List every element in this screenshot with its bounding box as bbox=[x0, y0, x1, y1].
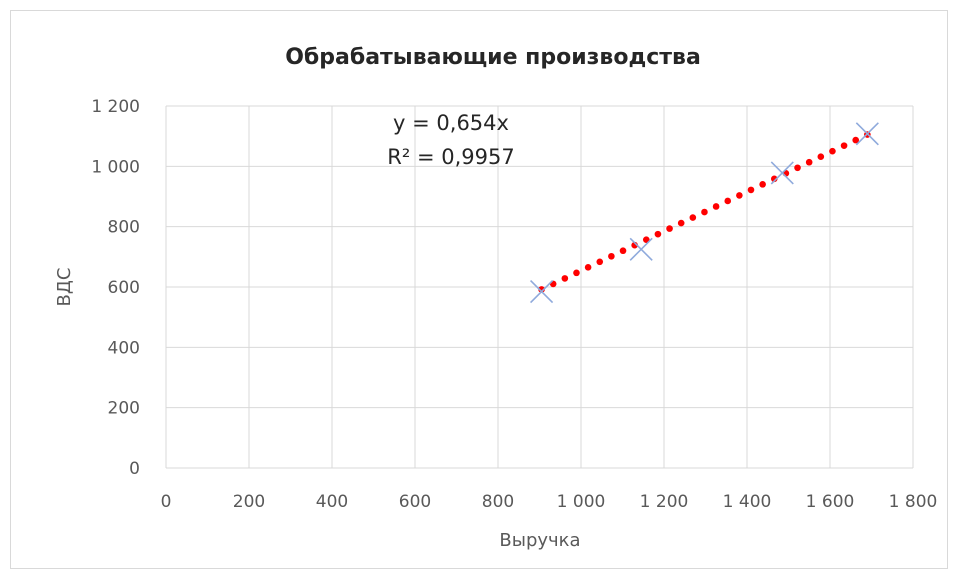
data-point-marker bbox=[770, 161, 794, 185]
trendline-dot bbox=[724, 197, 732, 205]
x-tick-label: 1 800 bbox=[889, 492, 938, 512]
trendline-dot bbox=[829, 147, 836, 155]
y-tick-label: 800 bbox=[108, 218, 140, 238]
trendline-dot bbox=[770, 175, 778, 183]
trendline-dot bbox=[852, 136, 860, 144]
data-points bbox=[530, 122, 879, 304]
trendline-dot bbox=[794, 164, 801, 172]
x-tick-label: 1 000 bbox=[557, 492, 606, 512]
trendline-dot bbox=[689, 214, 697, 221]
x-tick-label: 200 bbox=[233, 492, 265, 512]
trendline-dot bbox=[596, 258, 604, 266]
x-tick-label: 1 600 bbox=[806, 492, 855, 512]
trendline-dot bbox=[608, 252, 615, 260]
trendline bbox=[538, 131, 871, 293]
data-point-marker bbox=[530, 279, 554, 304]
trendline-dot bbox=[642, 236, 650, 243]
x-tick-label: 800 bbox=[482, 492, 514, 512]
trendline-r2: R² = 0,9957 bbox=[387, 145, 514, 169]
trendline-dot bbox=[584, 264, 592, 271]
axes: 0 200 400 600 800 1 000 1 200 0 200 400 600 800 1 00… bbox=[91, 97, 937, 512]
trendline-dot bbox=[619, 247, 627, 255]
x-tick-label: 0 bbox=[161, 492, 172, 512]
trendline-dot bbox=[759, 181, 766, 188]
trendline-dot bbox=[805, 158, 813, 166]
y-tick-label: 400 bbox=[108, 338, 140, 358]
chart-title: Обрабатывающие производства bbox=[285, 45, 701, 70]
data-point-marker bbox=[855, 122, 879, 146]
x-tick-label: 1 200 bbox=[640, 492, 689, 512]
data-point-marker bbox=[629, 237, 653, 261]
trendline-dot bbox=[840, 142, 848, 149]
trendline-equation: y = 0,654x bbox=[393, 111, 509, 135]
trendline-dot bbox=[561, 275, 569, 282]
y-tick-label: 1 000 bbox=[91, 157, 140, 177]
x-tick-label: 600 bbox=[399, 492, 431, 512]
y-axis-label: ВДС bbox=[54, 268, 75, 307]
x-tick-label: 400 bbox=[316, 492, 348, 512]
trendline-dot bbox=[701, 208, 708, 216]
trendline-dot bbox=[712, 203, 720, 210]
trendline-dot bbox=[573, 269, 580, 277]
y-tick-label: 600 bbox=[108, 278, 140, 298]
trendline-dot bbox=[817, 153, 825, 161]
x-tick-label: 1 400 bbox=[723, 492, 772, 512]
trendline-dot bbox=[747, 186, 755, 194]
x-axis-label: Выручка bbox=[499, 530, 580, 551]
trendline-dot bbox=[538, 286, 545, 293]
trendline-dot bbox=[736, 192, 743, 199]
grid-lines bbox=[166, 105, 914, 468]
y-tick-label: 1 200 bbox=[91, 97, 140, 117]
trendline-dot bbox=[666, 225, 673, 232]
trendline-dot bbox=[677, 219, 685, 227]
trendline-dot bbox=[654, 230, 662, 238]
y-tick-label: 200 bbox=[108, 399, 140, 419]
y-tick-label: 0 bbox=[129, 459, 140, 479]
